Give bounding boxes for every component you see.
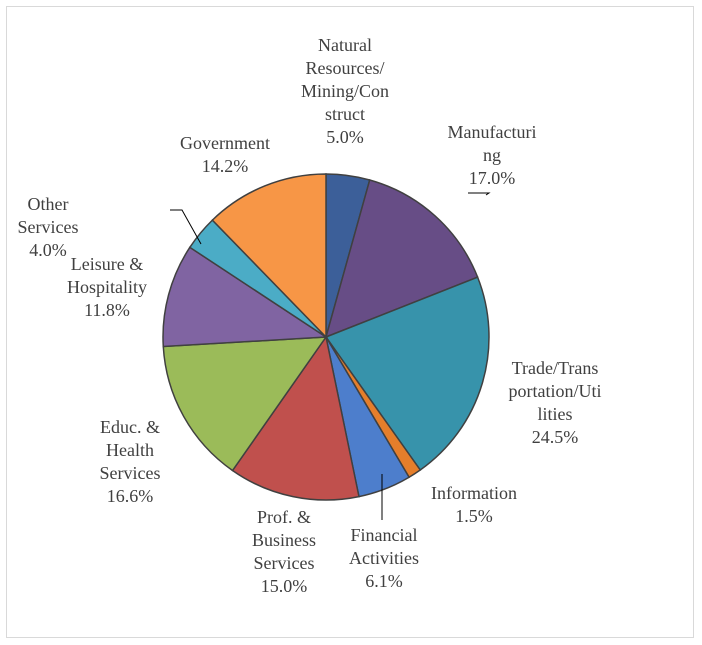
slice-name-line: Financial [351, 525, 418, 545]
slice-name-line: Mining/Con [301, 81, 389, 101]
slice-label-government: Government 14.2% [180, 133, 270, 176]
pie-slice-manufacturing [324, 179, 479, 339]
leader-line [468, 192, 491, 196]
slice-value-label: 24.5% [532, 427, 579, 447]
pie-slice-prof-business-services [231, 335, 360, 501]
slice-name-line: Trade/Trans [512, 358, 599, 378]
slice-name-line: lities [538, 404, 573, 424]
pie-slice-educ-health-services [162, 336, 328, 472]
slice-name-line: Resources/ [306, 58, 385, 78]
slice-name-line: Other [28, 194, 69, 214]
slice-value-label: 15.0% [261, 576, 308, 596]
slice-label-natural-resources-mining-construct: Natural Resources/Mining/Con struct 5.0% [301, 35, 389, 147]
slice-label-financial-activities: Financial Activities 6.1% [349, 525, 419, 591]
slice-value-label: 1.5% [455, 506, 493, 526]
slice-value-label: 5.0% [326, 127, 364, 147]
slice-name-line: Educ. & [100, 417, 160, 437]
slice-name-line: Hospitality [67, 277, 147, 297]
slice-name-line: portation/Uti [509, 381, 602, 401]
slice-value-label: 16.6% [107, 486, 154, 506]
slice-label-prof-business-services: Prof. & Business Services 15.0% [252, 507, 316, 596]
pie-slice-government [211, 173, 327, 339]
slice-value-label: 11.8% [84, 300, 130, 320]
slice-name-line: Health [106, 440, 154, 460]
slice-name-line: Services [18, 217, 79, 237]
leader-line [170, 209, 202, 245]
slice-name-line: Information [431, 483, 517, 503]
slice-name-line: Services [254, 553, 315, 573]
slice-value-label: 4.0% [29, 240, 67, 260]
slice-name-line: Activities [349, 548, 419, 568]
slice-name-line: Government [180, 133, 270, 153]
pie-slice-leisure-hospitality [162, 246, 329, 348]
slice-name-line: Manufacturi [448, 122, 537, 142]
slice-name-line: Natural [318, 35, 372, 55]
slice-name-line: Prof. & [257, 507, 311, 527]
slice-label-manufacturing: Manufacturi ng 17.0% [448, 122, 537, 188]
slice-name-line: Services [100, 463, 161, 483]
slice-value-label: 14.2% [202, 156, 249, 176]
slice-name-line: Leisure & [71, 254, 143, 274]
slice-label-leisure-hospitality: Leisure & Hospitality 11.8% [67, 254, 147, 320]
slice-label-educ-health-services: Educ. & Health Services 16.6% [100, 417, 161, 506]
pie-slices [162, 173, 490, 501]
slice-value-label: 17.0% [469, 168, 516, 188]
slice-name-line: struct [325, 104, 365, 124]
leader-lines [170, 192, 491, 520]
slice-value-label: 6.1% [365, 571, 403, 591]
slice-label-information: Information 1.5% [431, 483, 517, 526]
slice-name-line: Business [252, 530, 316, 550]
slice-label-other-services: Other Services 4.0% [18, 194, 79, 260]
slice-name-line: ng [483, 145, 501, 165]
pie-slice-trade-transportation-utilities [324, 276, 490, 472]
slice-labels: Natural Resources/Mining/Con struct 5.0% Man… [18, 35, 602, 596]
slice-label-trade-transportation-utilities: Trade/Trans portation/Uti lities 24.5% [509, 358, 602, 447]
